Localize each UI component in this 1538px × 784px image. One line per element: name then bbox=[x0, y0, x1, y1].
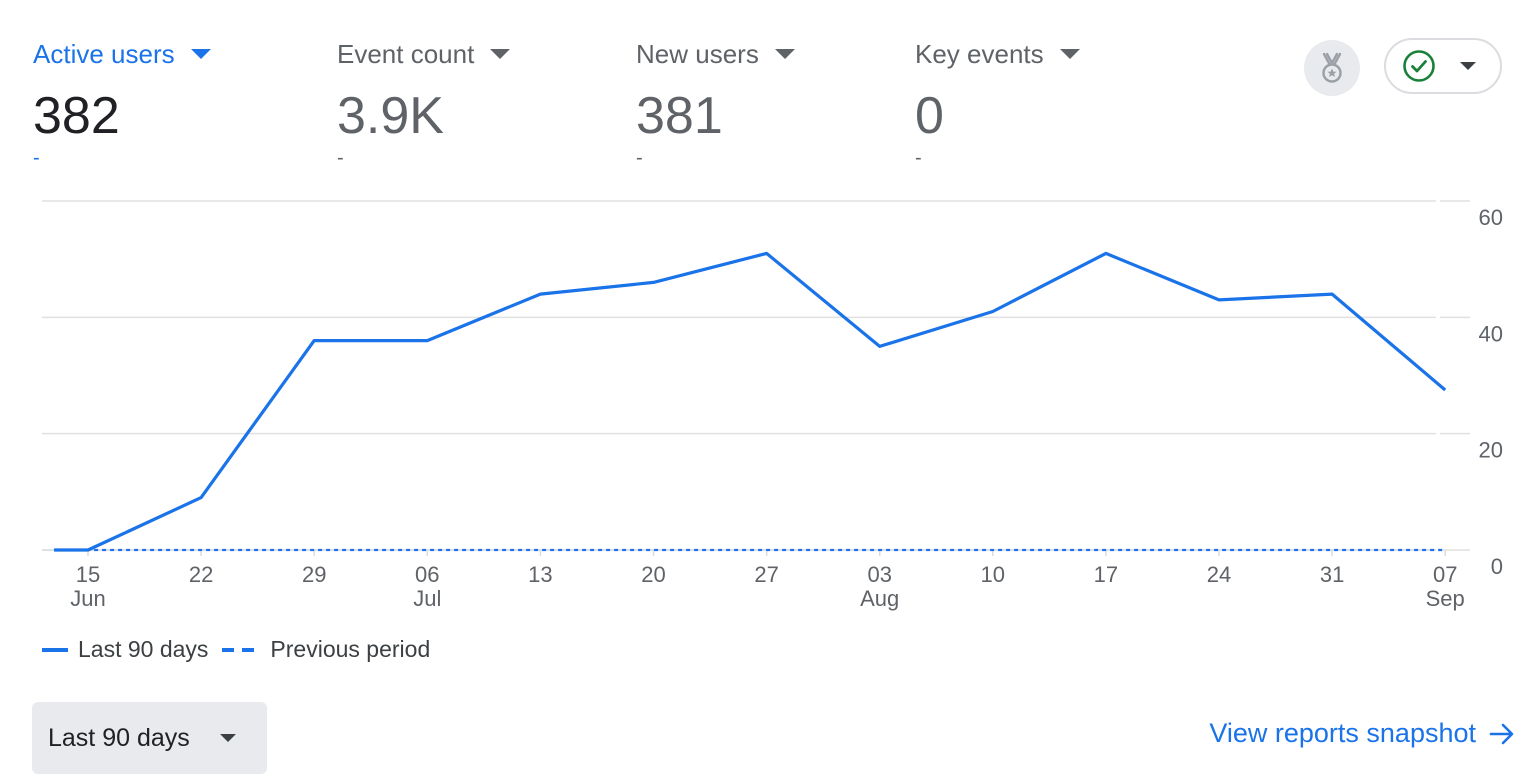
check-circle-icon bbox=[1403, 50, 1435, 82]
metric-tab-key-events[interactable]: Key events 0 - bbox=[915, 36, 1080, 168]
medal-icon bbox=[1322, 52, 1342, 83]
x-tick-label: 03 bbox=[867, 562, 891, 587]
x-tick-label: 07 bbox=[1433, 562, 1457, 587]
snapshot-link-label: View reports snapshot bbox=[1209, 718, 1476, 748]
y-tick-label: 40 bbox=[1479, 321, 1503, 346]
x-tick-label: 13 bbox=[528, 562, 552, 587]
x-tick-label: 27 bbox=[754, 562, 778, 587]
chart-legend: Last 90 days Previous period bbox=[42, 636, 430, 663]
metric-value: 381 bbox=[636, 87, 723, 145]
metric-label: Active users bbox=[33, 38, 175, 69]
insights-badge-button[interactable] bbox=[1304, 40, 1360, 96]
data-quality-status-dropdown[interactable] bbox=[1384, 38, 1502, 94]
legend-previous-label: Previous period bbox=[270, 636, 431, 662]
x-tick-month-label: Jun bbox=[70, 586, 105, 611]
y-tick-label: 60 bbox=[1479, 205, 1503, 230]
x-tick-label: 29 bbox=[302, 562, 326, 587]
x-tick-month-label: Aug bbox=[860, 586, 899, 611]
chevron-down-icon[interactable] bbox=[1059, 49, 1080, 59]
metric-label: New users bbox=[636, 38, 759, 69]
date-range-label: Last 90 days bbox=[48, 723, 190, 752]
x-tick-label: 31 bbox=[1320, 562, 1344, 587]
x-tick-month-label: Sep bbox=[1426, 586, 1465, 611]
x-tick-label: 10 bbox=[981, 562, 1005, 587]
x-tick-label: 17 bbox=[1094, 562, 1118, 587]
metric-value: 382 bbox=[33, 87, 120, 145]
chevron-down-icon bbox=[1460, 62, 1476, 70]
x-tick-month-label: Jul bbox=[413, 586, 441, 611]
x-tick-label: 24 bbox=[1207, 562, 1231, 587]
view-reports-snapshot-link[interactable]: View reports snapshot bbox=[1209, 718, 1516, 749]
legend-current-label: Last 90 days bbox=[78, 636, 209, 662]
metric-delta: - bbox=[915, 147, 922, 169]
y-tick-label: 0 bbox=[1491, 554, 1503, 579]
metric-delta: - bbox=[337, 147, 344, 169]
metric-delta: - bbox=[33, 147, 40, 169]
date-range-dropdown[interactable]: Last 90 days bbox=[32, 702, 267, 774]
chevron-down-icon[interactable] bbox=[774, 49, 795, 59]
metric-value: 3.9K bbox=[337, 87, 444, 145]
legend-swatch-dashed bbox=[222, 647, 259, 652]
series-line-last-90-days bbox=[54, 251, 1447, 552]
y-tick-label: 20 bbox=[1479, 438, 1503, 463]
x-tick-label: 06 bbox=[415, 562, 439, 587]
metric-delta: - bbox=[636, 147, 643, 169]
metric-tab-event-count[interactable]: Event count 3.9K - bbox=[337, 36, 511, 169]
x-tick-label: 20 bbox=[641, 562, 665, 587]
legend-swatch-solid bbox=[42, 647, 68, 652]
metric-label: Key events bbox=[915, 38, 1044, 69]
x-tick-label: 15 bbox=[76, 562, 100, 587]
x-tick-label: 22 bbox=[189, 562, 213, 587]
chevron-down-icon[interactable] bbox=[490, 49, 511, 59]
chevron-down-icon bbox=[219, 734, 236, 742]
metric-label: Event count bbox=[337, 38, 475, 69]
arrow-right-icon bbox=[1489, 723, 1514, 744]
chevron-down-icon[interactable] bbox=[190, 49, 211, 59]
metric-tab-new-users[interactable]: New users 381 - bbox=[636, 36, 795, 168]
metric-value: 0 bbox=[915, 87, 944, 145]
metric-tab-active-users[interactable]: Active users 382 - bbox=[33, 36, 211, 168]
